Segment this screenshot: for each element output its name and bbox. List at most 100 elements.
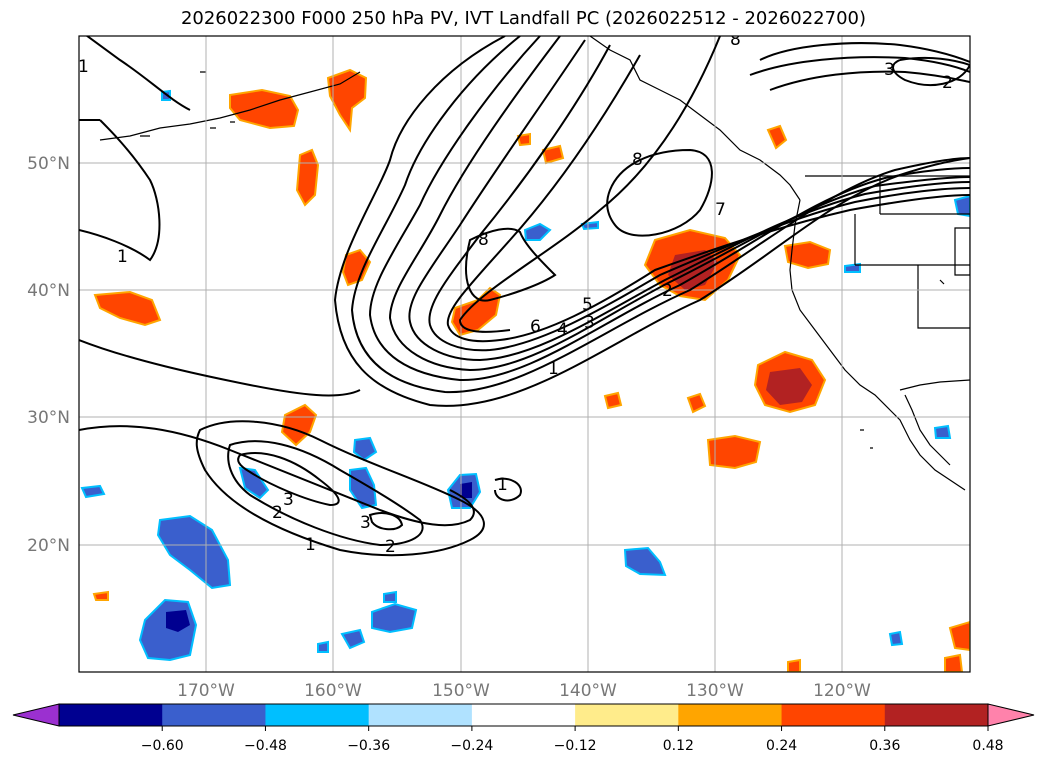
contour-label: 7	[715, 200, 726, 220]
plot-frame	[78, 35, 971, 673]
colorbar-extend-left	[12, 703, 60, 727]
latitude-labels: 50°N 40°N 30°N 20°N	[27, 154, 70, 556]
aleutian-islands	[99, 71, 361, 141]
baja-california	[904, 394, 951, 466]
pv-negative-blob	[238, 466, 270, 500]
pv-positive-blob	[787, 658, 801, 672]
contour-label: 2	[272, 503, 283, 523]
pv-positive-blob	[783, 240, 832, 270]
colorbar-tick-label: −0.48	[244, 738, 287, 754]
contour-label: 6	[530, 317, 541, 337]
contour-label: 1	[305, 535, 316, 555]
pv-negative-blob	[623, 546, 667, 577]
pv-positive-blob	[93, 290, 162, 327]
lon-label: 170°W	[177, 681, 235, 701]
colorbar-segment	[59, 704, 163, 726]
contour-labels: 1 1 8 8 8 7 6 5 4 3 2 1 3 2 1 3 2 1 3 2 …	[78, 15, 953, 557]
contour-label: 4	[557, 320, 568, 340]
pv-positive-blob	[948, 620, 970, 652]
longitude-labels: 170°W 160°W 150°W 140°W 130°W 120°W	[177, 681, 871, 701]
pv-positive-blob	[92, 590, 109, 601]
pv-positive-blob-core	[766, 368, 812, 405]
colorbar-tick-label: −0.36	[347, 738, 390, 754]
colorbar-segment	[368, 704, 473, 726]
colorbar-segment	[678, 704, 783, 726]
contour-label: 3	[584, 313, 595, 333]
pv-negative-blob	[888, 630, 904, 647]
us-state-lines	[854, 176, 970, 329]
contour-label: 8	[632, 150, 643, 170]
pv-negative-blob	[80, 484, 106, 499]
pv-negative-blob	[383, 590, 397, 603]
colorbar-segment	[265, 704, 370, 726]
pv-positive-blob	[944, 653, 964, 672]
colorbar-tick-label: 0.12	[663, 738, 694, 754]
contour-label: 5	[582, 295, 593, 315]
alaska-coast	[589, 36, 801, 201]
lon-label: 140°W	[559, 681, 617, 701]
lat-label: 20°N	[27, 536, 70, 556]
lat-label: 30°N	[27, 408, 70, 428]
pv-positive-blob	[686, 392, 707, 414]
colorbar-tick-label: −0.12	[554, 738, 597, 754]
pv-positive-blob	[706, 434, 762, 470]
contour-label: 2	[942, 73, 953, 93]
pv-positive-blob	[603, 391, 623, 410]
colorbar-tick-label: 0.48	[972, 738, 1003, 754]
colorbar-tick-label: 0.24	[766, 738, 797, 754]
colorbar-segment	[471, 704, 576, 726]
contour-label: 3	[360, 513, 371, 533]
contour-label: 8	[730, 30, 741, 50]
lon-label: 130°W	[686, 681, 744, 701]
small-islands	[140, 71, 945, 449]
lon-label: 160°W	[304, 681, 362, 701]
colorbar-tick-label: −0.24	[450, 738, 493, 754]
pv-negative-blob-core	[460, 482, 472, 498]
colorbar-segment	[162, 704, 266, 726]
mexico-coast	[899, 379, 970, 391]
contour-label: 7	[740, 15, 751, 35]
lat-label: 50°N	[27, 154, 70, 174]
colorbar: −0.60 −0.48 −0.36 −0.24 −0.12 0.12 0.24 0.36 0.4…	[12, 703, 1035, 754]
contour-label: 2	[662, 281, 673, 301]
colorbar-extend-right	[987, 703, 1035, 727]
contour-label: 8	[478, 230, 489, 250]
lat-label: 40°N	[27, 281, 70, 301]
contour-label: 1	[497, 475, 508, 495]
lon-label: 150°W	[432, 681, 490, 701]
contour-label: 2	[385, 537, 396, 557]
map-title: 2026022300 F000 250 hPa PV, IVT Landfall…	[180, 8, 867, 29]
contour-label: 1	[117, 247, 128, 267]
lon-label: 120°W	[813, 681, 871, 701]
pv-positive-blob	[516, 132, 531, 147]
contour-label: 1	[78, 57, 89, 77]
pv-negative-blob	[580, 220, 599, 231]
contour-label: 3	[884, 60, 895, 80]
colorbar-segment	[884, 704, 989, 726]
pv-negative-blob	[340, 628, 366, 650]
pv-positive-blob	[280, 403, 318, 447]
pv-negative-blob	[352, 436, 378, 462]
coastlines	[99, 36, 970, 491]
coast-bump-right	[954, 227, 970, 276]
pv-negative-blob	[523, 222, 552, 241]
colorbar-segment	[781, 704, 886, 726]
pv-negative-blob	[349, 466, 378, 510]
pv-positive-blob	[295, 148, 320, 207]
colorbar-frame	[58, 703, 989, 727]
pv-negative-blob	[933, 424, 952, 439]
pv-positive-blob	[766, 124, 788, 150]
contour-label: 3	[283, 490, 294, 510]
west-coast-north-america	[789, 199, 966, 491]
pv-negative-blob-core	[166, 610, 190, 632]
contour-label: 1	[548, 359, 559, 379]
pv-positive-blob	[341, 248, 372, 287]
pv-negative-blob	[953, 194, 970, 218]
ivt-contours	[79, 36, 970, 557]
colorbar-tick-label: −0.60	[141, 738, 184, 754]
colorbar-tick-label: 0.36	[869, 738, 900, 754]
pv-positive-blob	[541, 144, 565, 165]
colorbar-segment	[575, 704, 679, 726]
pv-negative-blob	[371, 602, 418, 634]
